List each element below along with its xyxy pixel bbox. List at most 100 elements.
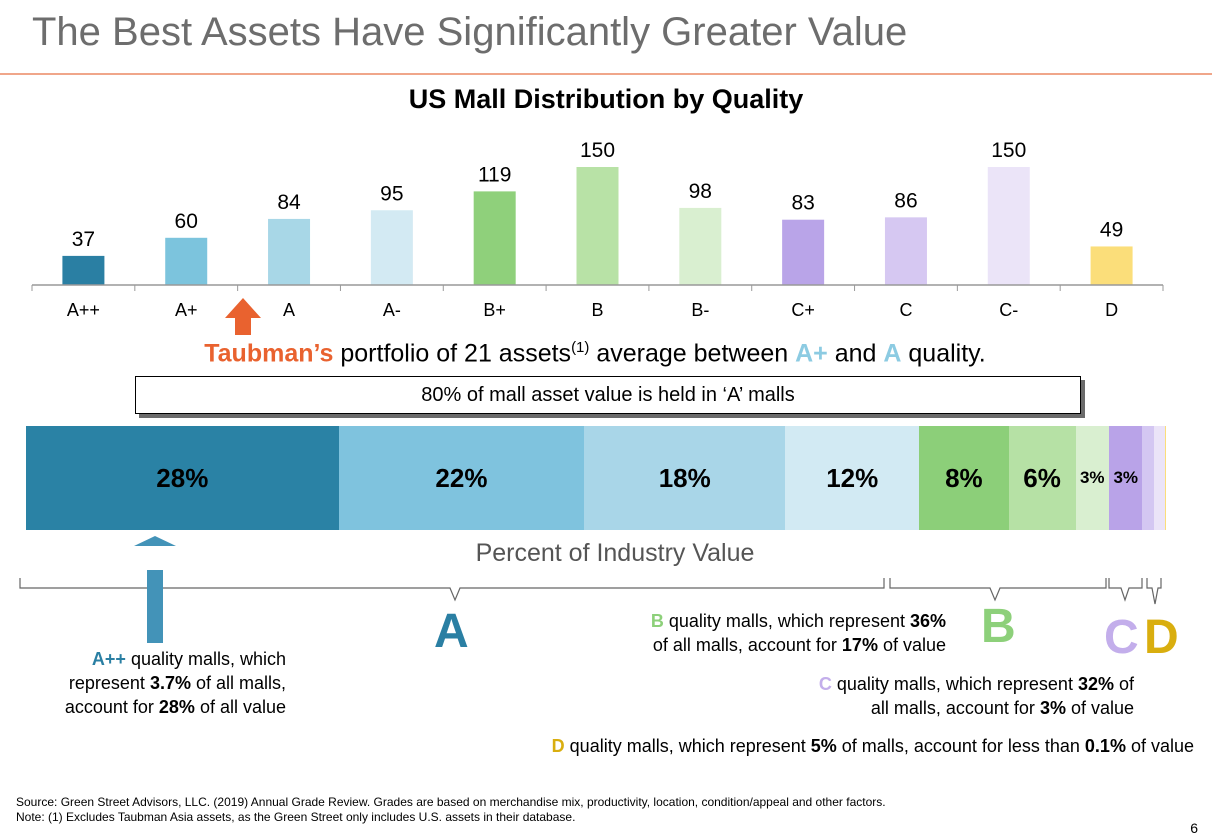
- b-note: B quality malls, which represent 36% of …: [560, 609, 946, 657]
- up-arrow-icon: [147, 570, 163, 643]
- d-note: D quality malls, which represent 5% of m…: [420, 734, 1194, 758]
- segment-label: 22%: [435, 462, 488, 493]
- note-value: 5%: [810, 736, 837, 756]
- note-value: 28%: [158, 697, 195, 717]
- slide-title: The Best Assets Have Significantly Great…: [32, 10, 908, 54]
- bar-B-: [679, 207, 722, 285]
- category-label: B+: [483, 300, 506, 320]
- up-arrow-icon: [134, 536, 176, 546]
- note-text: of all value: [194, 697, 286, 717]
- category-label: A+: [175, 300, 198, 320]
- value-segment: 3%: [1075, 426, 1109, 530]
- note-text: of: [1113, 674, 1134, 694]
- value-callout-box: 80% of mall asset value is held in ‘A’ m…: [135, 376, 1081, 414]
- segment-label: 6%: [1023, 462, 1061, 493]
- chart-title: US Mall Distribution by Quality: [408, 84, 804, 114]
- note-text: account for: [64, 697, 159, 717]
- value-segment: 6%: [1008, 426, 1076, 530]
- group-letter-c: C: [1104, 611, 1139, 664]
- group-letter-a: A: [434, 605, 469, 658]
- taubman-name: Taubman’s: [204, 339, 334, 368]
- group-braces: [19, 570, 1162, 643]
- source-notes: Source: Green Street Advisors, LLC. (201…: [16, 795, 886, 825]
- note-text: of value: [877, 635, 946, 655]
- bar-value-label: 150: [991, 139, 1026, 162]
- bar-value-label: 84: [277, 191, 301, 214]
- bar-C-: [987, 167, 1030, 285]
- category-label: A: [283, 300, 295, 320]
- taubman-text: average between: [589, 339, 796, 368]
- group-letter-d: D: [1144, 611, 1179, 664]
- brace-b: [889, 578, 1107, 602]
- note-text: of value: [1065, 698, 1134, 718]
- note-grade: C: [818, 674, 832, 694]
- value-segment: [1153, 426, 1165, 530]
- title-divider: [0, 73, 1212, 75]
- category-label: C+: [791, 300, 815, 320]
- note-text: of all malls,: [190, 673, 286, 693]
- group-letter-b: B: [981, 600, 1016, 653]
- category-label: C-: [999, 300, 1018, 320]
- taubman-text: quality.: [901, 339, 986, 368]
- note-value: 17%: [841, 635, 878, 655]
- bar-A+: [165, 237, 208, 285]
- note-value: 36%: [909, 611, 946, 631]
- bar-value-label: 37: [72, 228, 95, 251]
- bar-A++: [62, 255, 105, 285]
- stacked-value-bar: 28% 22% 18% 12% 8% 6% 3% 3%: [26, 426, 1166, 530]
- segment-label: 18%: [658, 462, 711, 493]
- arrow-head-overlay: [134, 536, 176, 546]
- note-grade: B: [650, 611, 664, 631]
- grade-a-plus: A+: [795, 339, 828, 368]
- bar-A: [268, 218, 311, 285]
- value-segment: 8%: [919, 426, 1009, 530]
- bar-value-label: 86: [894, 189, 917, 212]
- bar-value-label: 150: [580, 139, 615, 162]
- brace-c: [1108, 578, 1143, 602]
- taubman-text: and: [827, 339, 884, 368]
- bar-C: [884, 217, 927, 285]
- category-label: C: [899, 300, 912, 320]
- note-value: 32%: [1077, 674, 1114, 694]
- segment-label: 8%: [945, 462, 983, 493]
- bar-C+: [782, 219, 825, 285]
- segment-label: 3%: [1113, 468, 1139, 487]
- category-label: D: [1105, 300, 1118, 320]
- bar-value-label: 119: [478, 163, 511, 186]
- value-segment: 18%: [584, 426, 786, 530]
- note-text: quality malls, which represent: [663, 611, 910, 631]
- value-segment: [1142, 426, 1154, 530]
- segment-label: 28%: [156, 462, 209, 493]
- bar-B: [576, 167, 619, 285]
- note-text: of malls, account for less than: [836, 736, 1085, 756]
- page-number: 6: [1190, 820, 1198, 836]
- brace-d: [1146, 578, 1162, 605]
- value-segment: 28%: [26, 426, 339, 530]
- note-text: of value: [1125, 736, 1194, 756]
- bar-B+: [473, 191, 516, 285]
- footnote-marker: (1): [571, 339, 590, 356]
- note-text: quality malls, which: [125, 649, 286, 669]
- up-arrow-icon: [225, 298, 261, 335]
- bar-value-label: 60: [175, 210, 198, 233]
- value-segment: [1164, 426, 1166, 530]
- category-label: A-: [383, 300, 401, 320]
- c-note: C quality malls, which represent 32% of …: [700, 672, 1134, 720]
- note-text: represent: [68, 673, 150, 693]
- category-label: B: [591, 300, 603, 320]
- bar-D: [1090, 246, 1133, 285]
- note-text: all malls, account for: [870, 698, 1040, 718]
- stacked-bar-label: Percent of Industry Value: [475, 539, 755, 567]
- bar-value-label: 83: [791, 192, 814, 215]
- bar-value-label: 49: [1100, 218, 1123, 241]
- note-value: 3.7%: [149, 673, 191, 693]
- segment-label: 12%: [826, 462, 879, 493]
- note-text: of all malls, account for: [652, 635, 842, 655]
- note-value: 3%: [1039, 698, 1066, 718]
- bar-A-: [370, 210, 413, 285]
- value-segment: 12%: [785, 426, 920, 530]
- a-plus-plus-note: A++ quality malls, which represent 3.7% …: [20, 647, 286, 719]
- value-segment: 3%: [1109, 426, 1143, 530]
- grade-a: A: [883, 339, 902, 368]
- taubman-text: portfolio of 21 assets: [333, 339, 572, 368]
